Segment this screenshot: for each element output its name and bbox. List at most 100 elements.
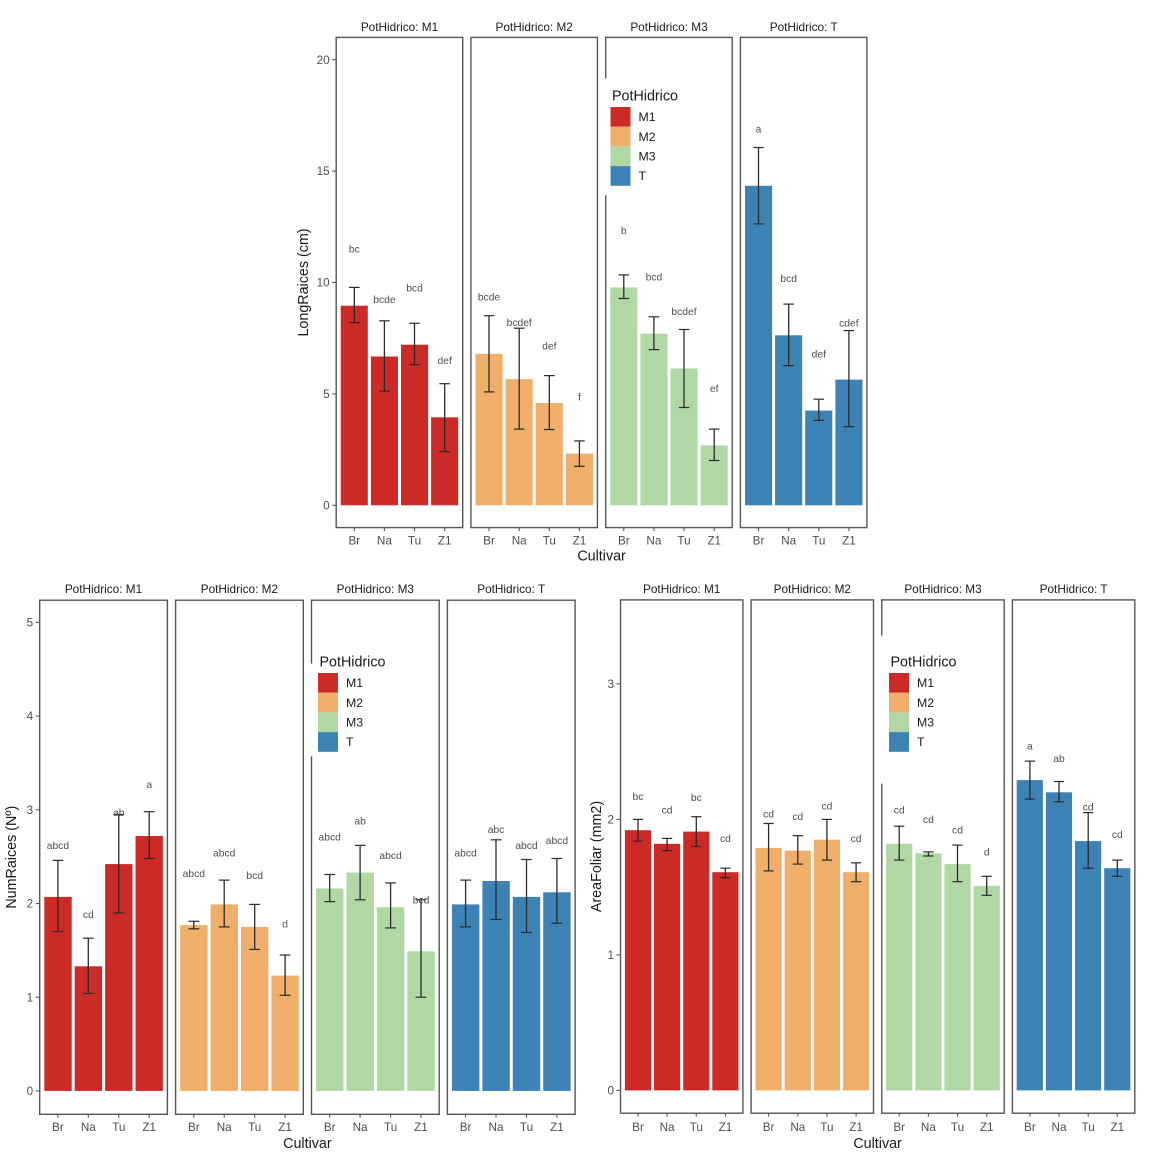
svg-text:PotHidrico: T: PotHidrico: T xyxy=(770,20,838,34)
svg-text:PotHidrico: PotHidrico xyxy=(320,655,386,671)
svg-text:M3: M3 xyxy=(346,716,363,730)
svg-text:cd: cd xyxy=(763,810,774,821)
svg-text:PotHidrico: PotHidrico xyxy=(891,655,957,671)
svg-text:bcde: bcde xyxy=(478,293,501,304)
svg-text:PotHidrico: M3: PotHidrico: M3 xyxy=(337,582,415,596)
svg-text:Na: Na xyxy=(781,535,796,548)
svg-text:Z1: Z1 xyxy=(573,535,587,548)
svg-text:cd: cd xyxy=(923,815,934,826)
svg-text:abcd: abcd xyxy=(379,851,402,862)
svg-text:cd: cd xyxy=(792,812,803,823)
svg-text:abcd: abcd xyxy=(213,848,236,859)
svg-text:Br: Br xyxy=(893,1121,905,1134)
svg-text:0: 0 xyxy=(323,499,330,512)
svg-text:bcd: bcd xyxy=(246,871,263,882)
svg-text:abcd: abcd xyxy=(47,841,70,852)
svg-text:PotHidrico: M1: PotHidrico: M1 xyxy=(643,582,720,596)
svg-text:abcd: abcd xyxy=(454,848,477,859)
svg-text:M3: M3 xyxy=(917,716,934,730)
svg-text:Tu: Tu xyxy=(820,1121,833,1134)
svg-text:PotHidrico: M2: PotHidrico: M2 xyxy=(496,20,573,34)
svg-text:Na: Na xyxy=(660,1121,675,1134)
svg-text:Z1: Z1 xyxy=(980,1121,994,1134)
svg-text:Z1: Z1 xyxy=(278,1121,292,1134)
svg-text:5: 5 xyxy=(323,388,330,401)
svg-text:Br: Br xyxy=(763,1121,775,1134)
svg-text:Na: Na xyxy=(646,535,661,548)
svg-text:a: a xyxy=(756,125,762,136)
svg-text:Z1: Z1 xyxy=(1110,1121,1124,1134)
svg-text:M2: M2 xyxy=(917,696,934,710)
svg-text:Br: Br xyxy=(632,1121,644,1134)
svg-text:def: def xyxy=(438,356,452,367)
svg-text:bcd: bcd xyxy=(413,895,430,906)
svg-text:Na: Na xyxy=(790,1121,805,1134)
svg-text:ab: ab xyxy=(354,817,366,828)
svg-text:a: a xyxy=(1027,742,1033,753)
svg-text:Br: Br xyxy=(188,1121,200,1134)
svg-text:PotHidrico: M2: PotHidrico: M2 xyxy=(201,582,278,596)
svg-text:Na: Na xyxy=(1052,1121,1067,1134)
svg-text:Br: Br xyxy=(483,535,495,548)
svg-text:4: 4 xyxy=(27,710,34,723)
svg-text:abcd: abcd xyxy=(319,833,342,844)
svg-text:M2: M2 xyxy=(639,130,656,144)
svg-text:NumRaices (Nº): NumRaices (Nº) xyxy=(4,806,20,909)
svg-text:cd: cd xyxy=(83,910,94,921)
svg-text:bcdef: bcdef xyxy=(671,307,696,318)
svg-text:PotHidrico: M1: PotHidrico: M1 xyxy=(65,582,142,596)
svg-text:abcd: abcd xyxy=(183,869,206,880)
svg-text:cd: cd xyxy=(662,805,673,816)
svg-text:cd: cd xyxy=(1083,803,1094,814)
svg-text:M1: M1 xyxy=(639,110,656,124)
svg-text:Z1: Z1 xyxy=(842,535,856,548)
svg-text:Z1: Z1 xyxy=(414,1121,428,1134)
svg-text:Cultivar: Cultivar xyxy=(283,1136,332,1152)
svg-text:10: 10 xyxy=(317,277,331,290)
svg-text:Na: Na xyxy=(81,1121,96,1134)
svg-text:Z1: Z1 xyxy=(142,1121,156,1134)
svg-text:M3: M3 xyxy=(639,150,656,164)
svg-text:cd: cd xyxy=(894,805,905,816)
svg-text:5: 5 xyxy=(27,617,34,630)
svg-text:2: 2 xyxy=(27,898,34,911)
svg-text:cd: cd xyxy=(952,826,963,837)
svg-text:PotHidrico: M3: PotHidrico: M3 xyxy=(904,582,982,596)
svg-text:T: T xyxy=(917,735,925,749)
svg-text:1: 1 xyxy=(27,991,34,1004)
svg-text:bcdef: bcdef xyxy=(507,318,532,329)
svg-text:PotHidrico: M2: PotHidrico: M2 xyxy=(774,582,851,596)
svg-text:Br: Br xyxy=(460,1121,472,1134)
svg-text:ab: ab xyxy=(113,808,125,819)
svg-text:d: d xyxy=(282,920,288,931)
svg-text:Cultivar: Cultivar xyxy=(577,549,626,565)
svg-text:Br: Br xyxy=(324,1121,336,1134)
svg-text:bcd: bcd xyxy=(646,272,663,283)
svg-text:Na: Na xyxy=(921,1121,936,1134)
svg-text:def: def xyxy=(542,342,556,353)
svg-text:1: 1 xyxy=(607,949,614,962)
svg-text:T: T xyxy=(346,735,354,749)
svg-text:PotHidrico: M3: PotHidrico: M3 xyxy=(630,20,708,34)
svg-text:Na: Na xyxy=(217,1121,232,1134)
svg-text:0: 0 xyxy=(607,1085,614,1098)
svg-text:cd: cd xyxy=(1112,830,1123,841)
svg-text:M1: M1 xyxy=(917,676,934,690)
svg-text:f: f xyxy=(578,392,581,403)
svg-text:AreaFoliar (mm2): AreaFoliar (mm2) xyxy=(589,801,605,912)
svg-text:15: 15 xyxy=(317,165,331,178)
svg-text:abc: abc xyxy=(488,825,505,836)
svg-text:Cultivar: Cultivar xyxy=(853,1136,902,1152)
svg-text:PotHidrico: PotHidrico xyxy=(612,89,678,105)
svg-text:Tu: Tu xyxy=(812,535,825,548)
svg-text:LongRaices (cm): LongRaices (cm) xyxy=(296,228,312,336)
svg-text:T: T xyxy=(639,169,647,183)
svg-text:2: 2 xyxy=(607,814,614,827)
svg-text:Tu: Tu xyxy=(520,1121,533,1134)
svg-text:Z1: Z1 xyxy=(438,535,452,548)
svg-text:bc: bc xyxy=(691,793,702,804)
svg-text:bcd: bcd xyxy=(780,274,797,285)
svg-text:PotHidrico: T: PotHidrico: T xyxy=(1040,582,1108,596)
svg-text:bcde: bcde xyxy=(373,295,396,306)
svg-text:cd: cd xyxy=(851,834,862,845)
